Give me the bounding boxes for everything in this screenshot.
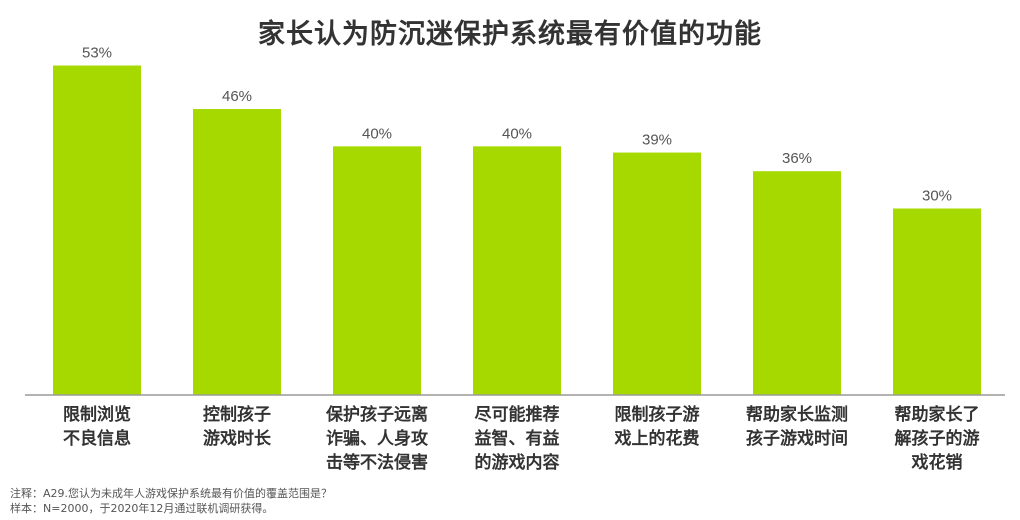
- category-label-line: 尽可能推荐: [475, 404, 560, 425]
- bar-chart: 53% 46% 40% 40% 39% 36% 30% 限制浏览不良信息 控制孩子游戏时长 保护…: [25, 45, 1005, 473]
- value-label-6: 36%: [782, 150, 812, 167]
- chart-title: 家长认为防沉迷保护系统最有价值的功能: [258, 19, 762, 50]
- footnote-sample: 样本：N=2000，于2020年12月通过联机调研获得。: [10, 502, 274, 515]
- category-label-1: 限制浏览不良信息: [63, 404, 131, 449]
- category-label-6: 帮助家长监测孩子游戏时间: [746, 404, 848, 449]
- category-label-line: 限制孩子游: [615, 404, 700, 425]
- category-label-line: 控制孩子: [203, 404, 271, 425]
- category-label-line: 帮助家长了: [895, 404, 980, 425]
- bar-3: [333, 146, 421, 395]
- bar-group: [53, 65, 981, 396]
- category-label-line: 戏上的花费: [614, 428, 700, 449]
- category-label-line: 解孩子的游: [895, 428, 980, 449]
- category-label-line: 益智、有益: [475, 428, 560, 449]
- bar-6: [753, 171, 841, 395]
- value-label-7: 30%: [922, 188, 952, 205]
- footnotes: 注释：A29.您认为未成年人游戏保护系统最有价值的覆盖范围是？ 样本：N=200…: [10, 486, 332, 516]
- category-label-line: 游戏时长: [203, 428, 272, 449]
- category-label-5: 限制孩子游戏上的花费: [614, 404, 700, 449]
- bar-7: [893, 208, 981, 395]
- value-label-2: 46%: [222, 88, 252, 105]
- category-label-line: 诈骗、人身攻: [326, 428, 429, 449]
- category-label-line: 的游戏内容: [475, 452, 560, 473]
- bar-2: [193, 109, 281, 396]
- category-label-2: 控制孩子游戏时长: [203, 404, 272, 449]
- value-label-4: 40%: [502, 125, 532, 142]
- category-label-line: 击等不法侵害: [326, 452, 428, 473]
- category-label-line: 帮助家长监测: [746, 404, 848, 425]
- category-label-3: 保护孩子远离诈骗、人身攻击等不法侵害: [325, 404, 429, 473]
- footnote-question: 注释：A29.您认为未成年人游戏保护系统最有价值的覆盖范围是？: [10, 487, 333, 500]
- category-label-line: 限制浏览: [63, 404, 131, 425]
- value-label-3: 40%: [362, 125, 392, 142]
- category-label-line: 不良信息: [63, 428, 131, 449]
- value-label-5: 39%: [642, 132, 672, 149]
- category-label-line: 孩子游戏时间: [746, 428, 848, 449]
- category-label-line: 戏花销: [911, 452, 963, 473]
- value-label-group: 53% 46% 40% 40% 39% 36% 30%: [82, 45, 952, 205]
- value-label-1: 53%: [82, 45, 112, 62]
- category-label-7: 帮助家长了解孩子的游戏花销: [895, 404, 980, 473]
- category-label-line: 保护孩子远离: [325, 404, 428, 425]
- bar-1: [53, 65, 141, 396]
- category-label-group: 限制浏览不良信息控制孩子游戏时长保护孩子远离诈骗、人身攻击等不法侵害尽可能推荐益…: [63, 404, 980, 473]
- bar-4: [473, 146, 561, 395]
- category-label-4: 尽可能推荐益智、有益的游戏内容: [475, 404, 560, 473]
- bar-5: [613, 152, 701, 395]
